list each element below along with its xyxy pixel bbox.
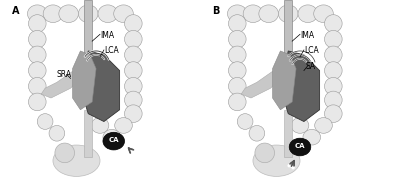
Ellipse shape bbox=[53, 145, 100, 176]
Ellipse shape bbox=[324, 30, 342, 48]
FancyArrowPatch shape bbox=[129, 149, 135, 154]
Ellipse shape bbox=[228, 62, 246, 79]
Ellipse shape bbox=[28, 77, 46, 95]
Text: B: B bbox=[212, 6, 219, 16]
Text: CA: CA bbox=[295, 143, 305, 149]
Ellipse shape bbox=[43, 5, 63, 23]
Ellipse shape bbox=[28, 62, 46, 79]
Ellipse shape bbox=[103, 132, 124, 150]
Ellipse shape bbox=[315, 118, 332, 133]
Text: A: A bbox=[12, 6, 19, 16]
Ellipse shape bbox=[124, 105, 142, 122]
Ellipse shape bbox=[243, 5, 263, 23]
Polygon shape bbox=[72, 51, 96, 110]
Ellipse shape bbox=[124, 15, 142, 32]
Ellipse shape bbox=[103, 129, 120, 145]
Ellipse shape bbox=[237, 114, 253, 129]
Ellipse shape bbox=[298, 5, 318, 23]
Ellipse shape bbox=[28, 46, 46, 64]
Ellipse shape bbox=[28, 30, 46, 48]
Text: SRA: SRA bbox=[57, 70, 72, 79]
Ellipse shape bbox=[324, 46, 342, 64]
Ellipse shape bbox=[98, 5, 118, 23]
FancyArrowPatch shape bbox=[290, 160, 294, 166]
Ellipse shape bbox=[314, 5, 333, 23]
Ellipse shape bbox=[228, 46, 246, 64]
Ellipse shape bbox=[59, 5, 78, 23]
Ellipse shape bbox=[228, 5, 247, 23]
Ellipse shape bbox=[324, 77, 342, 95]
Ellipse shape bbox=[124, 91, 142, 109]
Polygon shape bbox=[80, 51, 120, 122]
Ellipse shape bbox=[124, 77, 142, 95]
Ellipse shape bbox=[228, 77, 246, 95]
Ellipse shape bbox=[324, 15, 342, 32]
Polygon shape bbox=[272, 51, 296, 110]
Ellipse shape bbox=[28, 15, 46, 32]
Ellipse shape bbox=[37, 114, 53, 129]
Ellipse shape bbox=[249, 125, 265, 141]
Ellipse shape bbox=[324, 62, 342, 79]
Polygon shape bbox=[241, 55, 288, 98]
Text: IMA: IMA bbox=[300, 31, 314, 40]
Polygon shape bbox=[284, 0, 292, 88]
Text: CA: CA bbox=[108, 137, 119, 143]
Ellipse shape bbox=[114, 5, 133, 23]
Ellipse shape bbox=[49, 125, 65, 141]
Ellipse shape bbox=[124, 30, 142, 48]
Ellipse shape bbox=[303, 129, 320, 145]
Ellipse shape bbox=[124, 62, 142, 79]
Ellipse shape bbox=[291, 118, 309, 133]
Circle shape bbox=[255, 143, 274, 163]
Ellipse shape bbox=[28, 5, 47, 23]
Ellipse shape bbox=[228, 93, 246, 111]
Polygon shape bbox=[84, 0, 92, 88]
Ellipse shape bbox=[324, 105, 342, 122]
FancyArrowPatch shape bbox=[128, 148, 133, 153]
FancyArrowPatch shape bbox=[289, 163, 293, 168]
Text: IMA: IMA bbox=[100, 31, 114, 40]
Ellipse shape bbox=[324, 91, 342, 109]
Ellipse shape bbox=[253, 145, 300, 176]
Ellipse shape bbox=[289, 138, 311, 156]
Ellipse shape bbox=[91, 118, 109, 133]
Ellipse shape bbox=[78, 5, 98, 23]
Ellipse shape bbox=[259, 5, 278, 23]
Ellipse shape bbox=[28, 93, 46, 111]
Text: LCA: LCA bbox=[304, 46, 319, 55]
Polygon shape bbox=[284, 110, 292, 157]
Ellipse shape bbox=[115, 118, 132, 133]
Ellipse shape bbox=[228, 15, 246, 32]
Ellipse shape bbox=[278, 5, 298, 23]
Polygon shape bbox=[84, 110, 92, 157]
Polygon shape bbox=[41, 55, 88, 98]
Polygon shape bbox=[280, 51, 320, 122]
Circle shape bbox=[55, 143, 74, 163]
Ellipse shape bbox=[124, 46, 142, 64]
Text: LCA: LCA bbox=[104, 46, 119, 55]
Text: SA: SA bbox=[306, 62, 316, 71]
Ellipse shape bbox=[228, 30, 246, 48]
